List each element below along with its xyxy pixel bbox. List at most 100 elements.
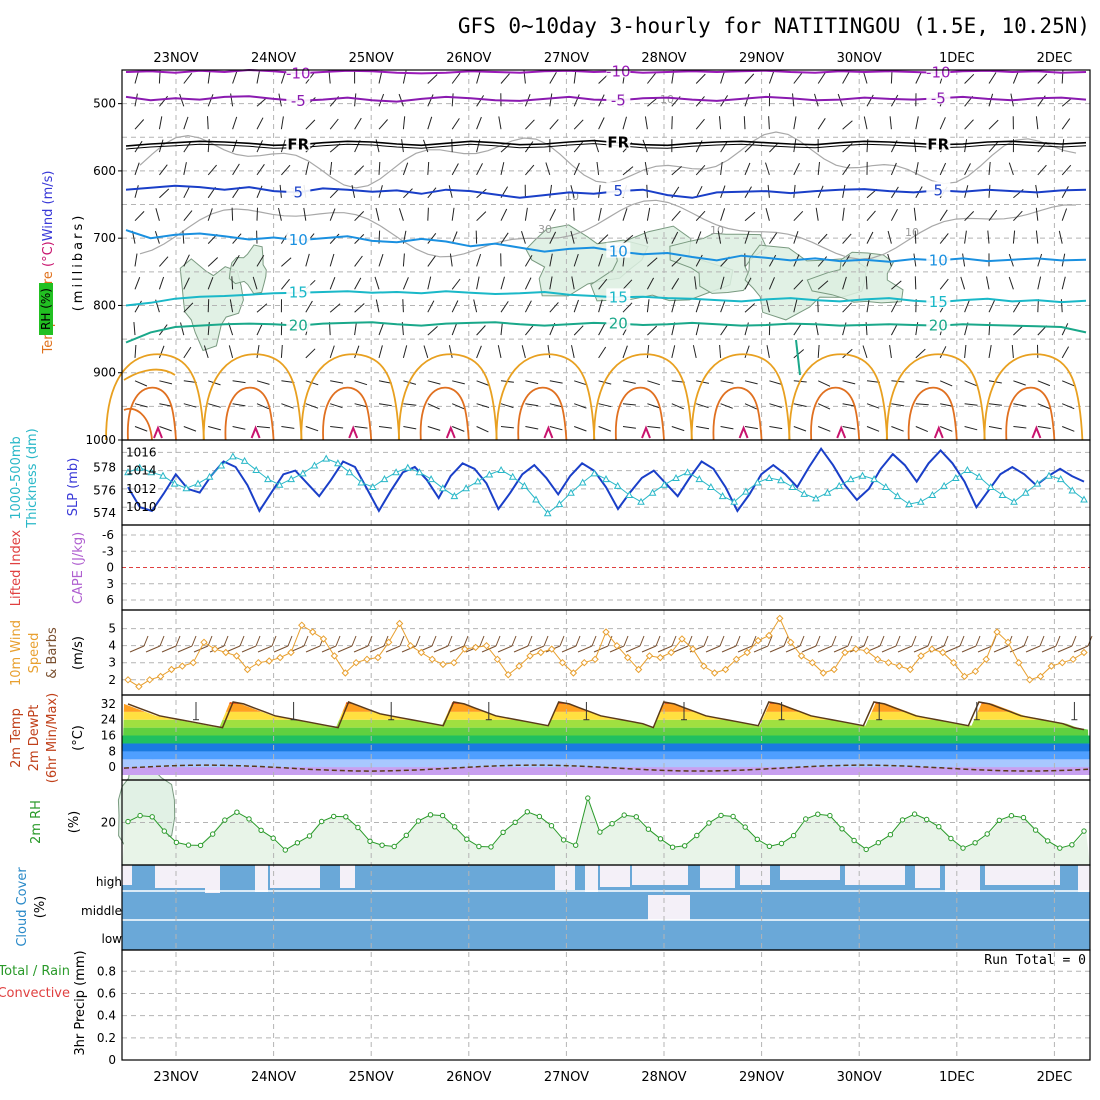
wind-barb	[915, 403, 929, 406]
wind-barb	[817, 280, 829, 290]
thickness-marker	[1010, 497, 1018, 505]
wind-barb	[305, 162, 310, 176]
isotherm-line	[125, 321, 1087, 344]
wind-barb	[207, 164, 217, 176]
wind-barb	[134, 211, 145, 222]
wind-speed-marker	[971, 667, 980, 676]
wind-barb	[354, 345, 360, 359]
bl-contour-outer	[495, 353, 596, 441]
dewpoint-line	[123, 764, 1089, 772]
wind-label-line1: 10m Wind	[9, 620, 24, 686]
wind-barb	[915, 426, 928, 433]
rh2m-label-text: 2m RH	[29, 800, 44, 844]
wind-barb	[817, 299, 819, 313]
wind-speed-marker	[710, 669, 719, 677]
wind-barb	[940, 403, 953, 407]
thickness-marker	[753, 478, 762, 486]
wind-barb	[720, 426, 734, 430]
wind-speed-marker	[363, 655, 371, 664]
wind-barb	[793, 116, 797, 130]
wind-barb	[964, 73, 975, 84]
wind-barb	[671, 345, 676, 359]
wind-barb-10m-flag	[927, 635, 933, 647]
wind-barb	[890, 300, 898, 313]
slp-label: SLP (mb)	[66, 458, 81, 517]
wind-barb-10m-flag	[143, 635, 149, 647]
wind-barb	[622, 403, 636, 406]
rh-marker	[815, 811, 821, 817]
wind-barb	[232, 71, 238, 84]
thickness-marker	[672, 473, 680, 481]
isotherm-label-bg	[926, 89, 951, 105]
rh-marker	[803, 816, 809, 822]
wind-barb	[158, 116, 163, 130]
wind-speed-marker	[939, 648, 947, 657]
wind-barb	[914, 230, 917, 244]
wind-barb	[159, 426, 172, 432]
wind-barb	[817, 256, 828, 267]
rh-tick-label: 20	[101, 816, 116, 830]
wind-barb	[964, 426, 978, 431]
wind-barb	[915, 162, 919, 175]
wind-barb	[964, 380, 977, 387]
wind-barb-10m-flag	[447, 635, 453, 647]
thickness-marker	[916, 497, 925, 505]
wind-barb-10m-flag	[735, 635, 741, 647]
wind-barb	[842, 120, 853, 130]
wind-barb-10m	[945, 645, 961, 653]
cloud-label-text: Cloud Cover	[15, 867, 30, 947]
wind-barb	[1061, 276, 1066, 290]
wind-barb-10m	[433, 645, 449, 653]
thickness-marker	[252, 465, 261, 473]
rh-marker	[718, 812, 724, 819]
slp-tick-label: 1010	[126, 500, 157, 514]
date-label-bottom: 28NOV	[641, 1070, 686, 1085]
cloud-label: Cloud Cover	[15, 867, 30, 947]
wind-barb	[354, 255, 363, 267]
wind-barb	[305, 119, 316, 130]
thickness-marker	[707, 482, 715, 490]
thickness-marker	[485, 470, 494, 478]
wind-barb	[696, 426, 710, 430]
wind-barb-10m	[513, 645, 529, 653]
wind-barb	[817, 161, 820, 175]
wind-speed-marker	[276, 653, 284, 662]
wind-barb	[744, 345, 750, 359]
wind-barb	[448, 185, 453, 198]
isotherm-label: 20	[609, 315, 628, 333]
wind-barb	[964, 230, 967, 244]
wind-barb	[134, 162, 140, 176]
wind-barb	[988, 184, 991, 198]
wind-barb	[695, 96, 705, 107]
wind-barb	[524, 300, 532, 313]
wind-barb	[427, 255, 436, 267]
rh-marker	[682, 843, 688, 849]
bl-contour-inner	[322, 386, 373, 441]
rh2m-unit: (%)	[67, 811, 82, 834]
wind-barb	[793, 231, 799, 244]
wind-barb-10m	[321, 645, 337, 653]
wind-barb	[574, 426, 587, 432]
wind-barb	[256, 403, 270, 410]
wind-barb-10m-flag	[607, 635, 613, 647]
bl-contour-core	[933, 425, 944, 439]
isotherm-label-bg	[286, 135, 311, 151]
wind-barb	[182, 230, 185, 244]
wind-barb-10m-flag	[175, 635, 181, 647]
thickness-marker	[508, 472, 517, 480]
wind-barb-10m	[705, 645, 721, 653]
wind-barb	[547, 344, 551, 358]
wind-barb-10m-flag	[751, 635, 757, 647]
wind-barb	[1061, 118, 1071, 130]
wind-speed-marker	[232, 652, 241, 660]
wind-barb	[817, 72, 826, 84]
wind-barb	[643, 230, 648, 244]
wind-barb	[598, 278, 608, 290]
wind-barb	[671, 231, 679, 244]
wind-barb	[890, 208, 898, 221]
temp-label-line1: 2m Temp	[9, 708, 24, 768]
rh-marker	[246, 816, 252, 822]
wind-barb	[183, 116, 189, 130]
wind-barb	[1061, 139, 1065, 153]
wind-barb	[1037, 73, 1048, 84]
